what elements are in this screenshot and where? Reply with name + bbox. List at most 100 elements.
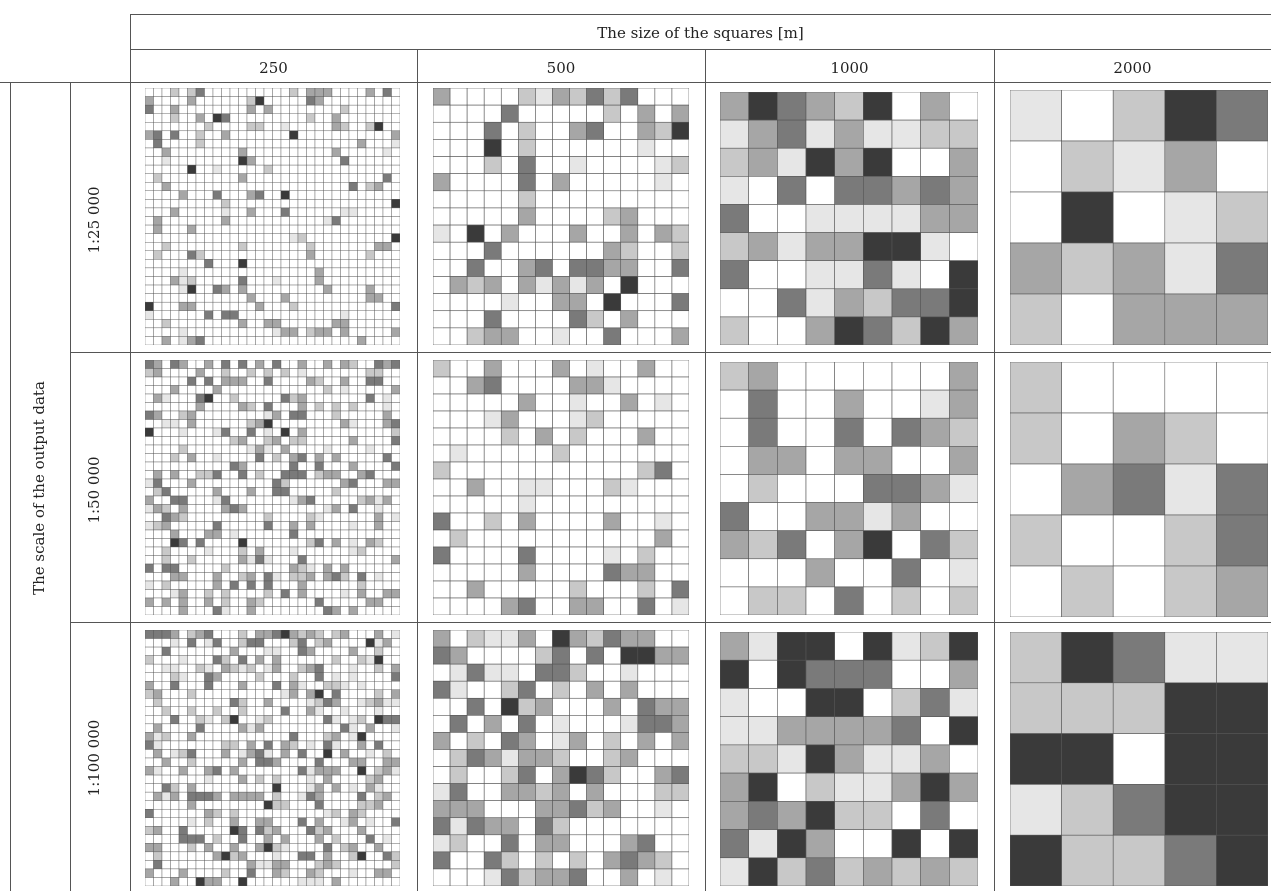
grid-cell <box>671 663 689 682</box>
grid-cell <box>365 546 375 556</box>
grid-cell <box>891 744 921 774</box>
grid-cell <box>535 88 553 106</box>
grid-cell <box>170 216 180 226</box>
grid-cell <box>221 698 231 707</box>
grid-cell <box>178 783 188 793</box>
grid-cell <box>187 156 197 166</box>
grid-cell <box>255 419 265 429</box>
grid-cell <box>238 487 248 497</box>
grid-cell <box>306 663 316 673</box>
grid-cell <box>449 580 468 599</box>
grid-cell <box>221 715 231 725</box>
grid-cell <box>586 697 604 716</box>
grid-cell <box>348 504 358 514</box>
grid-cell <box>466 461 485 480</box>
grid-cell <box>170 360 180 369</box>
grid-cell <box>449 851 468 870</box>
grid-cell <box>331 495 341 505</box>
grid-cell <box>204 860 214 870</box>
grid-cell <box>348 749 358 759</box>
grid-cell <box>161 826 171 836</box>
grid-cell <box>272 104 282 114</box>
grid-cell <box>365 96 375 106</box>
grid-cell <box>620 783 639 801</box>
grid-cell <box>433 732 451 750</box>
grid-cell <box>161 487 171 497</box>
grid-cell <box>357 589 367 599</box>
grid-cell <box>331 766 341 776</box>
grid-cell <box>654 207 673 226</box>
grid-cell <box>1112 293 1166 345</box>
grid-cell <box>204 555 214 565</box>
grid-cell <box>382 444 392 454</box>
grid-cell <box>204 698 214 707</box>
grid-cell <box>297 860 307 870</box>
grid-cell <box>221 147 231 157</box>
grid-cell <box>391 284 400 294</box>
grid-cell <box>586 732 604 750</box>
grid-cell <box>357 698 367 707</box>
grid-cell <box>187 207 197 217</box>
grid-cell <box>272 877 282 886</box>
grid-cell <box>348 402 358 412</box>
grid-cell <box>1112 412 1166 465</box>
grid-cell <box>863 530 893 560</box>
grid-cell <box>720 147 749 177</box>
grid-cell <box>246 826 256 836</box>
grid-cell <box>255 843 265 853</box>
grid-cell <box>170 327 180 337</box>
grid-cell <box>153 597 163 607</box>
grid-cell <box>518 478 536 497</box>
grid-cell <box>805 502 835 531</box>
grid-cell <box>153 749 163 759</box>
grid-cell <box>145 122 154 132</box>
grid-cell <box>382 689 392 699</box>
grid-cell <box>374 122 384 132</box>
grid-cell <box>145 182 154 192</box>
grid-cell <box>246 589 256 599</box>
grid-cell <box>280 453 290 463</box>
grid-cell <box>637 597 656 615</box>
grid-cell <box>920 688 950 717</box>
grid-cell <box>153 555 163 565</box>
grid-cell <box>552 461 570 480</box>
grid-cell <box>246 749 256 759</box>
grid-cell <box>348 233 358 243</box>
grid-cell <box>170 478 180 488</box>
grid-25000-500 <box>433 88 689 345</box>
grid-cell <box>263 757 273 767</box>
grid-cell <box>314 487 324 497</box>
grid-cell <box>466 680 485 699</box>
grid-cell <box>357 663 367 673</box>
grid-cell <box>1061 632 1114 684</box>
grid-cell <box>671 495 689 514</box>
grid-cell <box>161 529 171 539</box>
grid-cell <box>238 791 248 801</box>
grid-cell <box>620 310 639 329</box>
grid-cell <box>272 774 282 784</box>
grid-cell <box>145 580 154 590</box>
grid-cell <box>178 139 188 149</box>
grid-cell <box>161 663 171 673</box>
grid-cell <box>466 327 485 345</box>
grid-cell <box>569 868 587 886</box>
grid-cell <box>289 368 299 378</box>
grid-cell <box>518 104 536 123</box>
grid-cell <box>671 749 689 767</box>
grid-cell <box>170 310 180 320</box>
grid-cell <box>748 558 778 588</box>
grid-cell <box>340 580 350 590</box>
grid-cell <box>805 632 835 661</box>
grid-cell <box>306 336 316 345</box>
grid-cell <box>246 104 256 114</box>
grid-cell <box>365 419 375 429</box>
grid-cell <box>671 104 689 123</box>
grid-cell <box>272 130 282 140</box>
grid-cell <box>654 646 673 665</box>
grid-cell <box>255 139 265 149</box>
grid-cell <box>374 113 384 123</box>
grid-cell <box>178 360 188 369</box>
grid-cell <box>187 487 197 497</box>
grid-cell <box>289 113 299 123</box>
grid-cell <box>535 512 553 531</box>
